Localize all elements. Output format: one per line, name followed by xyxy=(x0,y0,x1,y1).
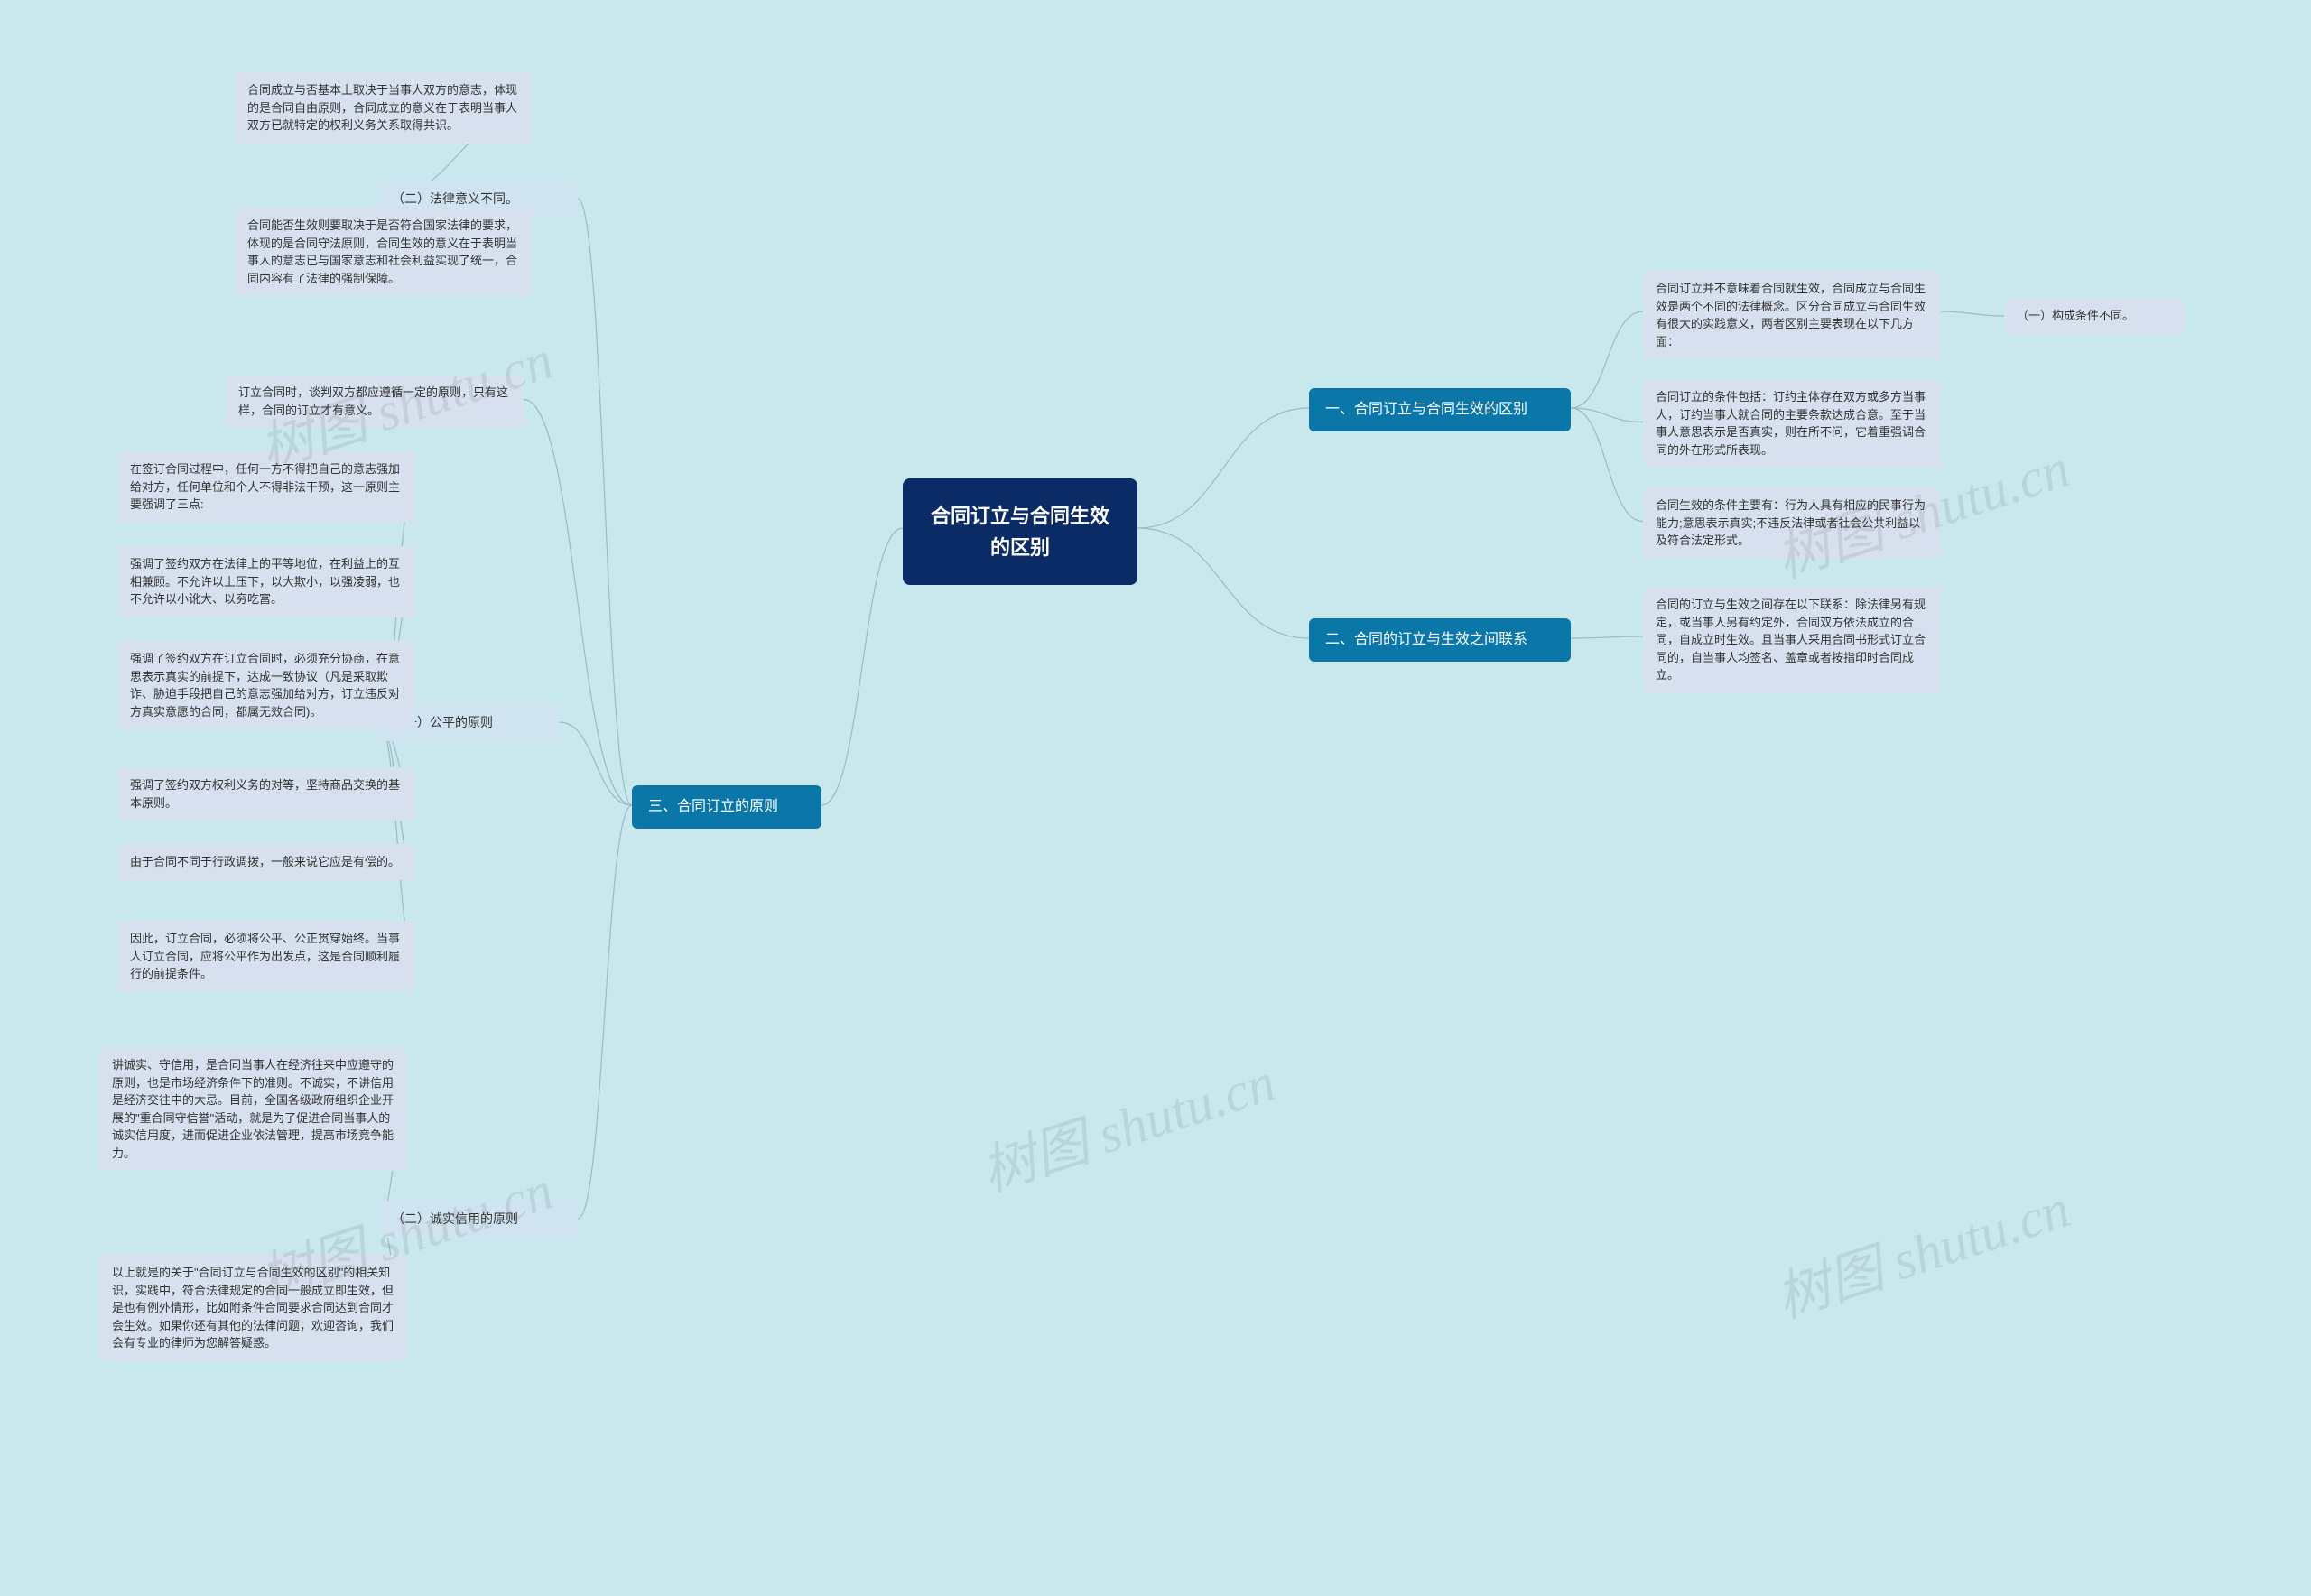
leaf-l1a2: 合同能否生效则要取决于是否符合国家法律的要求，体现的是合同守法原则，合同生效的意… xyxy=(235,208,533,296)
leaf-r1a: 合同订立并不意味着合同就生效，合同成立与合同生效是两个不同的法律概念。区分合同成… xyxy=(1643,271,1941,359)
leaf-l1b2: 强调了签约双方在法律上的平等地位，在利益上的互相兼顾。不允许以上压下，以大欺小，… xyxy=(117,546,415,617)
leaf-r1b: 合同订立的条件包括：订约主体存在双方或多方当事人，订约当事人就合同的主要条款达成… xyxy=(1643,379,1941,468)
sub-l1c-label: （二）诚实信用的原则 xyxy=(392,1211,518,1226)
leaf-r1c-text: 合同生效的条件主要有：行为人具有相应的民事行为能力;意思表示真实;不违反法律或者… xyxy=(1656,498,1926,547)
leaf-l1c1: 讲诚实、守信用，是合同当事人在经济往来中应遵守的原则，也是市场经济条件下的准则。… xyxy=(99,1047,406,1171)
leaf-l1b5-text: 由于合同不同于行政调拨，一般来说它应是有偿的。 xyxy=(130,855,400,868)
leaf-r2a-text: 合同的订立与生效之间存在以下联系：除法律另有规定，或当事人另有约定外，合同双方依… xyxy=(1656,598,1926,682)
leaf-r1a1: （一）构成条件不同。 xyxy=(2004,298,2185,334)
sub-l1c: （二）诚实信用的原则 xyxy=(379,1201,578,1238)
leaf-l1b4: 强调了签约双方权利义务的对等，坚持商品交换的基本原则。 xyxy=(117,767,415,821)
leaf-l1b6: 因此，订立合同，必须将公平、公正贯穿始终。当事人订立合同，应将公平作为出发点，这… xyxy=(117,921,415,992)
branch-r2-label: 二、合同的订立与生效之间联系 xyxy=(1325,632,1527,647)
root-label: 合同订立与合同生效的区别 xyxy=(931,505,1109,559)
branch-r1: 一、合同订立与合同生效的区别 xyxy=(1309,388,1571,431)
leaf-l1b6-text: 因此，订立合同，必须将公平、公正贯穿始终。当事人订立合同，应将公平作为出发点，这… xyxy=(130,932,400,980)
leaf-l1a2-text: 合同能否生效则要取决于是否符合国家法律的要求，体现的是合同守法原则，合同生效的意… xyxy=(247,218,517,285)
leaf-r1c: 合同生效的条件主要有：行为人具有相应的民事行为能力;意思表示真实;不违反法律或者… xyxy=(1643,487,1941,559)
leaf-l1c1-text: 讲诚实、守信用，是合同当事人在经济往来中应遵守的原则，也是市场经济条件下的准则。… xyxy=(112,1058,394,1160)
leaf-r1b-text: 合同订立的条件包括：订约主体存在双方或多方当事人，订约当事人就合同的主要条款达成… xyxy=(1656,390,1926,457)
leaf-l1a1: 合同成立与否基本上取决于当事人双方的意志，体现的是合同自由原则，合同成立的意义在… xyxy=(235,72,533,144)
leaf-r1a1-text: （一）构成条件不同。 xyxy=(2017,309,2134,322)
branch-r1-label: 一、合同订立与合同生效的区别 xyxy=(1325,402,1527,417)
leaf-l1intro: 订立合同时，谈判双方都应遵循一定的原则，只有这样，合同的订立才有意义。 xyxy=(226,375,524,428)
leaf-l1b3-text: 强调了签约双方在订立合同时，必须充分协商，在意思表示真实的前提下，达成一致协议（… xyxy=(130,652,400,719)
leaf-l1b1-text: 在签订合同过程中，任何一方不得把自己的意志强加给对方，任何单位和个人不得非法干预… xyxy=(130,462,400,511)
leaf-l1b3: 强调了签约双方在订立合同时，必须充分协商，在意思表示真实的前提下，达成一致协议（… xyxy=(117,641,415,729)
leaf-l1c2: 以上就是的关于"合同订立与合同生效的区别"的相关知识，实践中，符合法律规定的合同… xyxy=(99,1255,406,1361)
root-node: 合同订立与合同生效的区别 xyxy=(903,478,1137,585)
leaf-l1b5: 由于合同不同于行政调拨，一般来说它应是有偿的。 xyxy=(117,844,415,880)
sub-l1a-label: （二）法律意义不同。 xyxy=(392,191,518,206)
leaf-l1intro-text: 订立合同时，谈判双方都应遵循一定的原则，只有这样，合同的订立才有意义。 xyxy=(238,385,508,417)
leaf-l1b1: 在签订合同过程中，任何一方不得把自己的意志强加给对方，任何单位和个人不得非法干预… xyxy=(117,451,415,523)
leaf-l1a1-text: 合同成立与否基本上取决于当事人双方的意志，体现的是合同自由原则，合同成立的意义在… xyxy=(247,83,517,132)
branch-r2: 二、合同的订立与生效之间联系 xyxy=(1309,618,1571,662)
branch-l1: 三、合同订立的原则 xyxy=(632,785,821,829)
leaf-l1b2-text: 强调了签约双方在法律上的平等地位，在利益上的互相兼顾。不允许以上压下，以大欺小，… xyxy=(130,557,400,606)
leaf-l1b4-text: 强调了签约双方权利义务的对等，坚持商品交换的基本原则。 xyxy=(130,778,400,810)
leaf-r2a: 合同的订立与生效之间存在以下联系：除法律另有规定，或当事人另有约定外，合同双方依… xyxy=(1643,587,1941,693)
leaf-l1c2-text: 以上就是的关于"合同订立与合同生效的区别"的相关知识，实践中，符合法律规定的合同… xyxy=(112,1266,394,1350)
leaf-r1a-text: 合同订立并不意味着合同就生效，合同成立与合同生效是两个不同的法律概念。区分合同成… xyxy=(1656,282,1926,348)
watermark: 树图 shutu.cn xyxy=(970,1038,1284,1207)
watermark: 树图 shutu.cn xyxy=(1765,1165,2078,1333)
branch-l1-label: 三、合同订立的原则 xyxy=(648,799,778,814)
